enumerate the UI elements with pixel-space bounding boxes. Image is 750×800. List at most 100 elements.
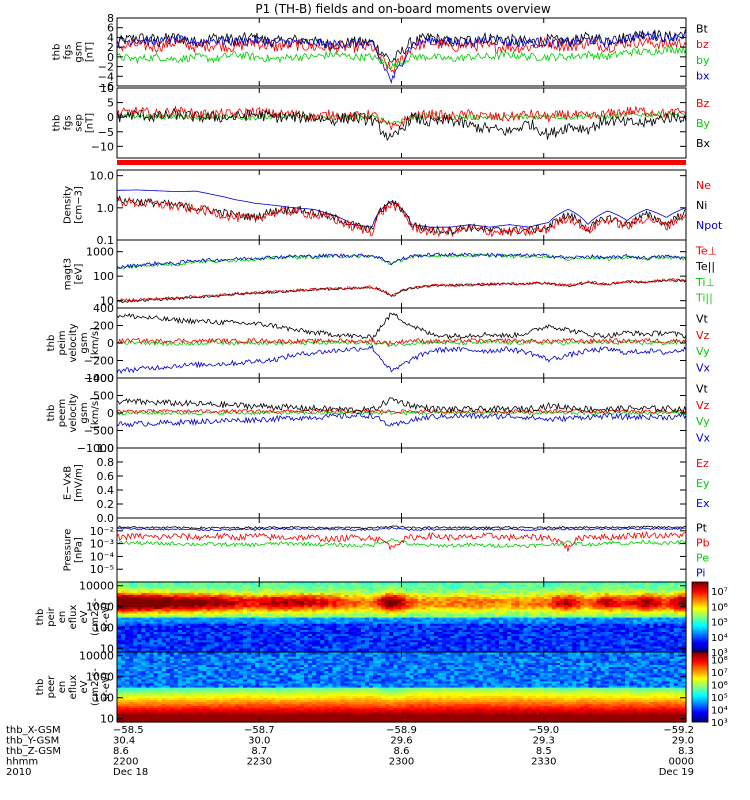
- heatmap-cell: [360, 588, 366, 591]
- heatmap-cell: [287, 641, 293, 645]
- heatmap-cell: [182, 621, 187, 624]
- heatmap-cell: [202, 594, 208, 598]
- heatmap-cell: [580, 606, 585, 610]
- heatmap-cell: [291, 610, 297, 614]
- heatmap-cell: [503, 629, 508, 633]
- heatmap-cell: [206, 588, 212, 591]
- heatmap-cell: [141, 608, 147, 612]
- heatmap-cell: [251, 617, 256, 620]
- heatmap-cell: [470, 645, 476, 649]
- heatmap-cell: [633, 614, 638, 618]
- heatmap-cell: [645, 612, 651, 616]
- heatmap-cell: [527, 627, 533, 630]
- heatmap-cell: [604, 604, 610, 608]
- heatmap-cell: [604, 633, 610, 637]
- heatmap-cell: [186, 610, 191, 614]
- heatmap-cell: [608, 637, 614, 641]
- heatmap-cell: [381, 596, 386, 600]
- heatmap-cell: [409, 645, 415, 649]
- heatmap-cell: [242, 643, 248, 647]
- heatmap-cell: [462, 592, 468, 595]
- heatmap-cell: [653, 586, 659, 589]
- legend-entry: By: [696, 117, 711, 130]
- heatmap-cell: [234, 647, 240, 651]
- heatmap-cell: [438, 588, 443, 591]
- heatmap-cell: [669, 590, 675, 593]
- heatmap-cell: [129, 631, 134, 635]
- heatmap-cell: [125, 604, 130, 608]
- heatmap-cell: [539, 604, 545, 608]
- heatmap-cell: [194, 625, 199, 628]
- heatmap-cell: [446, 627, 451, 630]
- heatmap-cell: [620, 639, 626, 643]
- heatmap-cell: [523, 643, 529, 647]
- heatmap-cell: [458, 633, 464, 637]
- heatmap-cell: [295, 606, 301, 610]
- heatmap-cell: [121, 592, 126, 595]
- heatmap-cell: [555, 582, 561, 585]
- heatmap-cell: [214, 617, 220, 620]
- heatmap-cell: [580, 600, 585, 604]
- heatmap-cell: [373, 608, 378, 612]
- heatmap-cell: [222, 590, 228, 593]
- heatmap-cell: [612, 582, 618, 585]
- heatmap-cell: [401, 600, 407, 604]
- heatmap-cell: [450, 588, 455, 591]
- heatmap-cell: [267, 600, 273, 604]
- heatmap-cell: [368, 592, 374, 595]
- heatmap-cell: [568, 594, 573, 598]
- heatmap-cell: [255, 621, 260, 624]
- heatmap-cell: [592, 582, 598, 585]
- heatmap-cell: [169, 610, 175, 614]
- heatmap-cell: [507, 598, 512, 602]
- heatmap-cell: [434, 625, 439, 628]
- heatmap-cell: [312, 627, 317, 630]
- heatmap-cell: [661, 606, 667, 610]
- heatmap-cell: [291, 629, 297, 633]
- heatmap-cell: [669, 594, 675, 598]
- heatmap-cell: [226, 617, 232, 620]
- heatmap-cell: [133, 617, 138, 620]
- heatmap-cell: [474, 594, 480, 598]
- heatmap-cell: [271, 637, 277, 641]
- heatmap-cell: [620, 600, 626, 604]
- heatmap-cell: [295, 586, 301, 589]
- heatmap-cell: [259, 592, 264, 595]
- heatmap-cell: [592, 598, 598, 602]
- heatmap-cell: [592, 621, 598, 624]
- heatmap-cell: [182, 623, 187, 626]
- heatmap-cell: [121, 617, 126, 620]
- heatmap-cell: [543, 594, 549, 598]
- heatmap-cell: [263, 649, 268, 653]
- heatmap-cell: [584, 625, 590, 628]
- heatmap-cell: [190, 590, 195, 593]
- panel-frame: [116, 447, 687, 519]
- heatmap-cell: [271, 590, 277, 593]
- heatmap-cell: [547, 647, 553, 651]
- heatmap-cell: [340, 633, 346, 637]
- heatmap-cell: [234, 623, 240, 626]
- heatmap-cell: [669, 647, 675, 651]
- heatmap-cell: [600, 639, 606, 643]
- heatmap-cell: [149, 639, 155, 643]
- heatmap-cell: [263, 594, 268, 598]
- heatmap-cell: [596, 649, 602, 653]
- heatmap-cell: [194, 627, 199, 630]
- heatmap-cell: [242, 633, 248, 637]
- heatmap-cell: [308, 612, 313, 616]
- y-axis-label: thb: [46, 405, 57, 422]
- heatmap-cell: [535, 586, 541, 589]
- heatmap-cell: [401, 602, 407, 606]
- heatmap-cell: [446, 649, 451, 653]
- heatmap-cell: [251, 623, 256, 626]
- heatmap-cell: [584, 586, 590, 589]
- heatmap-cell: [462, 608, 468, 612]
- heatmap-cell: [458, 612, 464, 616]
- heatmap-cell: [458, 584, 464, 587]
- heatmap-cell: [263, 600, 268, 604]
- heatmap-cell: [161, 639, 167, 643]
- heatmap-cell: [482, 606, 488, 610]
- heatmap-cell: [620, 647, 626, 651]
- heatmap-cell: [348, 584, 354, 587]
- heatmap-cell: [523, 600, 529, 604]
